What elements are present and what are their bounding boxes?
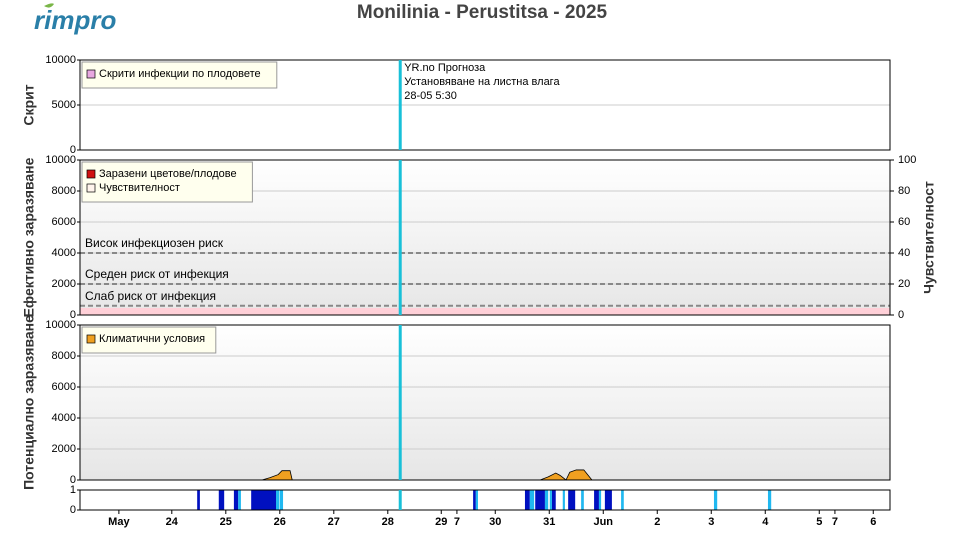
wet-bar [581, 490, 584, 510]
legend-label: Заразени цветове/плодове [99, 168, 237, 180]
x-tick-label: 7 [832, 516, 838, 528]
legend-swatch [86, 183, 96, 193]
x-tick-label: 4 [762, 516, 769, 528]
y-tick-label: 6000 [52, 381, 76, 393]
wet-bar [549, 490, 552, 510]
wet-bar [233, 490, 239, 510]
y2-tick-label: 40 [898, 247, 910, 259]
wet-bar [767, 490, 772, 510]
x-tick-label: 3 [708, 516, 714, 528]
wet-bar [713, 490, 718, 510]
wet-bar [544, 490, 549, 510]
x-tick-label: 24 [166, 516, 179, 528]
y2-tick-label: 100 [898, 154, 916, 166]
y-tick-label: 1 [70, 484, 76, 496]
forecast-note: Установяване на листна влага [404, 76, 560, 88]
wet-bar [594, 490, 599, 510]
y2-tick-label: 0 [898, 309, 904, 321]
forecast-note: YR.no Прогноза [404, 62, 486, 74]
threshold-label: Слаб риск от инфекция [85, 289, 216, 303]
x-tick-label: 31 [543, 516, 555, 528]
wet-bar [524, 490, 530, 510]
y-tick-label: 10000 [45, 54, 76, 66]
wet-bar [562, 490, 565, 510]
y-tick-label: 2000 [52, 443, 76, 455]
wet-bar [251, 490, 277, 510]
y-tick-label: 10000 [45, 319, 76, 331]
legend-swatch [86, 169, 96, 179]
x-tick-label: 27 [328, 516, 340, 528]
y-tick-label: 5000 [52, 99, 76, 111]
logo-leaf [44, 3, 54, 8]
x-tick-label: 26 [274, 516, 286, 528]
y-axis-label: Ефективно заразяване [21, 157, 37, 317]
wet-bar [238, 490, 241, 510]
wet-bar [604, 490, 612, 510]
legend-label: Климатични условия [99, 333, 205, 345]
legend-swatch [86, 69, 96, 79]
y-tick-label: 2000 [52, 278, 76, 290]
legend-swatch [86, 334, 96, 344]
y-tick-label: 4000 [52, 247, 76, 259]
y-tick-label: 0 [70, 474, 76, 486]
x-tick-label: 29 [435, 516, 447, 528]
x-tick-label: 5 [816, 516, 822, 528]
wet-bar [621, 490, 624, 510]
wet-bar [529, 490, 535, 510]
wet-bar [197, 490, 200, 510]
y2-tick-label: 80 [898, 185, 910, 197]
wet-bar [475, 490, 478, 510]
x-tick-label: May [108, 516, 130, 528]
y-axis-label: Потенциално заразяване [21, 315, 37, 490]
forecast-note: 28-05 5:30 [404, 90, 457, 102]
wet-bar [568, 490, 576, 510]
low-risk-band [80, 308, 890, 315]
y-tick-label: 8000 [52, 185, 76, 197]
legend-box [81, 61, 278, 89]
y2-tick-label: 60 [898, 216, 910, 228]
legend-label: Скрити инфекции по плодовете [99, 68, 261, 80]
panel-frame [79, 324, 891, 481]
y-tick-label: 4000 [52, 412, 76, 424]
y-tick-label: 0 [70, 309, 76, 321]
y-axis-label: Скрит [21, 84, 37, 125]
y2-tick-label: 20 [898, 278, 910, 290]
x-tick-label: 7 [454, 516, 460, 528]
panel-frame [79, 489, 891, 511]
wet-bar [279, 490, 284, 510]
legend-box [81, 326, 217, 354]
wet-bar [598, 490, 602, 510]
y-tick-label: 0 [70, 144, 76, 156]
x-tick-label: 6 [870, 516, 876, 528]
wet-bar [473, 490, 476, 510]
threshold-label: Среден риск от инфекция [85, 267, 229, 281]
panel-frame [79, 159, 891, 316]
y2-axis-label: Чувствителност [921, 181, 937, 294]
logo: rimpro [34, 5, 116, 35]
x-tick-label: Jun [593, 516, 613, 528]
title: Monilinia - Perustitsa - 2025 [357, 2, 608, 23]
wet-bar [535, 490, 545, 510]
x-tick-label: 28 [382, 516, 394, 528]
y-tick-label: 6000 [52, 216, 76, 228]
x-tick-label: 30 [489, 516, 501, 528]
x-tick-label: 2 [654, 516, 660, 528]
wet-bar [218, 490, 225, 510]
y-tick-label: 0 [70, 504, 76, 516]
threshold-label: Висок инфекциозен риск [85, 236, 224, 250]
y-tick-label: 10000 [45, 154, 76, 166]
y-tick-label: 8000 [52, 350, 76, 362]
x-tick-label: 25 [220, 516, 232, 528]
legend-label: Чувствителност [99, 182, 180, 194]
wet-bar [551, 490, 556, 510]
panel-frame [79, 59, 891, 151]
wet-bar [276, 490, 280, 510]
legend-box [81, 161, 253, 203]
